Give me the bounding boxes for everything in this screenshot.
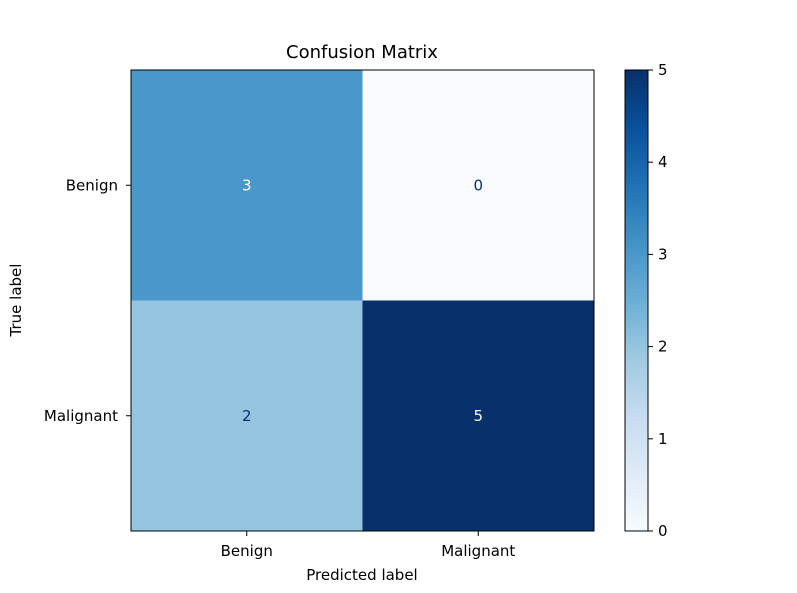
heatmap-cell-r1-c1 — [362, 300, 594, 531]
x-tick-label: Malignant — [441, 542, 515, 560]
heatmap-cell-r0-c0 — [131, 70, 363, 301]
heatmap-cells: 3 0 2 5 — [131, 70, 594, 531]
heatmap-cell-r1-c0 — [131, 300, 363, 531]
cell-value-label-r1-c1: 5 — [473, 407, 483, 425]
colorbar-tick-label: 3 — [658, 245, 668, 263]
heatmap-cell-r0-c1 — [362, 70, 594, 301]
x-tick-label: Benign — [221, 542, 273, 560]
colorbar-ticks: 0 1 2 3 4 5 — [648, 61, 668, 540]
cell-value-label-r0-c0: 3 — [242, 176, 252, 194]
colorbar — [625, 70, 648, 531]
chart-title: Confusion Matrix — [286, 42, 438, 63]
y-axis-label: True label — [7, 264, 25, 338]
colorbar-tick-label: 0 — [658, 522, 668, 540]
cell-value-label-r1-c0: 2 — [242, 407, 252, 425]
y-tick-label: Benign — [66, 176, 118, 194]
x-axis-ticks: Benign Malignant — [221, 531, 515, 560]
y-tick-label: Malignant — [44, 407, 118, 425]
cell-value-label-r0-c1: 0 — [473, 176, 483, 194]
colorbar-tick-label: 2 — [658, 338, 668, 356]
colorbar-tick-label: 1 — [658, 430, 668, 448]
y-axis-ticks: Benign Malignant — [44, 176, 131, 425]
colorbar-tick-label: 5 — [658, 61, 668, 79]
colorbar-frame — [624, 69, 649, 532]
plot-frame — [130, 69, 595, 532]
colorbar-tick-label: 4 — [658, 153, 668, 171]
x-axis-label: Predicted label — [306, 566, 417, 584]
